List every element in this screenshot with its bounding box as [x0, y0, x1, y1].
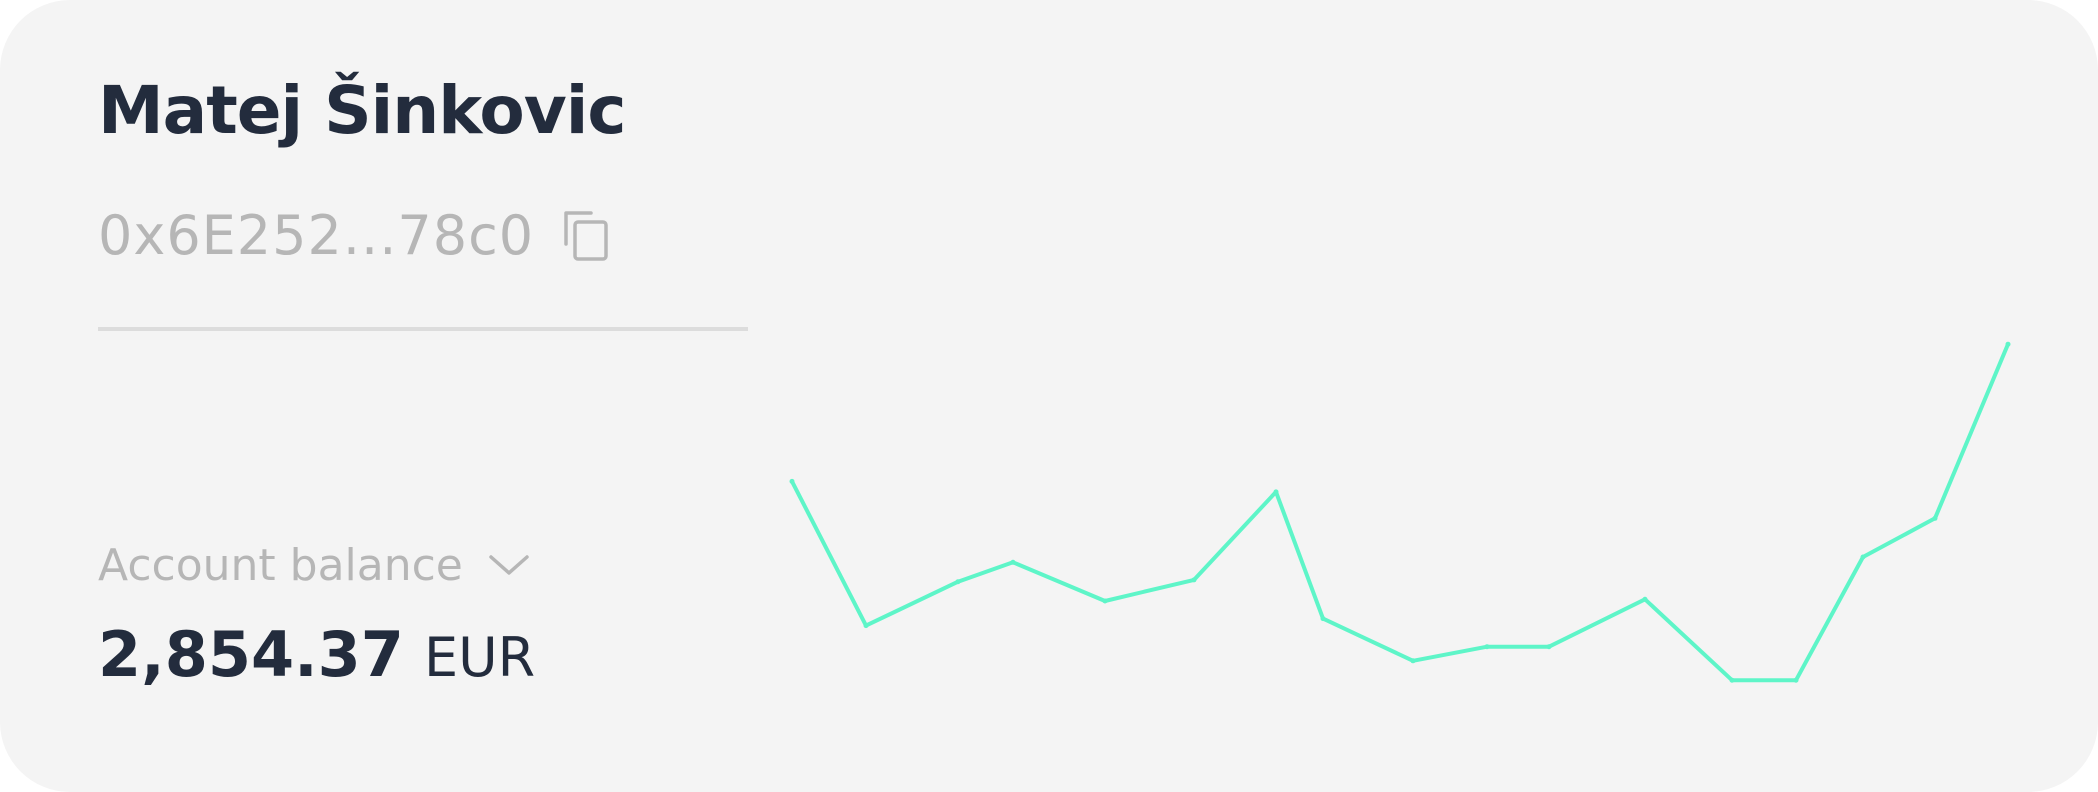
- balance-series-line: [790, 342, 2010, 683]
- balance-point: [1191, 577, 1197, 583]
- chevron-down-icon[interactable]: [487, 553, 531, 579]
- balance-point: [1273, 489, 1279, 495]
- balance-point: [2005, 341, 2011, 347]
- balance-dropdown[interactable]: Account balance: [98, 541, 531, 591]
- balance-point: [1729, 677, 1735, 683]
- wallet-address-row: 0x6E252...78c0: [98, 206, 608, 266]
- wallet-address: 0x6E252...78c0: [98, 204, 535, 267]
- balance-amount-row: 2,854.37 EUR: [98, 624, 535, 686]
- balance-point: [1642, 596, 1648, 602]
- account-holder-name: Matej Šinkovic: [98, 72, 627, 149]
- balance-point: [1484, 644, 1490, 650]
- balance-value: 2,854.37: [98, 618, 404, 691]
- balance-point: [1793, 677, 1799, 683]
- balance-label: Account balance: [98, 540, 463, 591]
- balance-point: [1860, 554, 1866, 560]
- balance-point: [1320, 616, 1326, 622]
- balance-point: [1102, 598, 1108, 604]
- balance-point: [1010, 559, 1016, 565]
- balance-currency: EUR: [423, 626, 536, 689]
- balance-point: [955, 579, 961, 585]
- balance-point: [1932, 515, 1938, 521]
- balance-point: [1410, 658, 1416, 664]
- balance-point: [789, 478, 795, 484]
- balance-point: [1546, 644, 1552, 650]
- copy-icon[interactable]: [564, 210, 608, 262]
- balance-point: [863, 623, 869, 629]
- section-divider: [98, 327, 748, 331]
